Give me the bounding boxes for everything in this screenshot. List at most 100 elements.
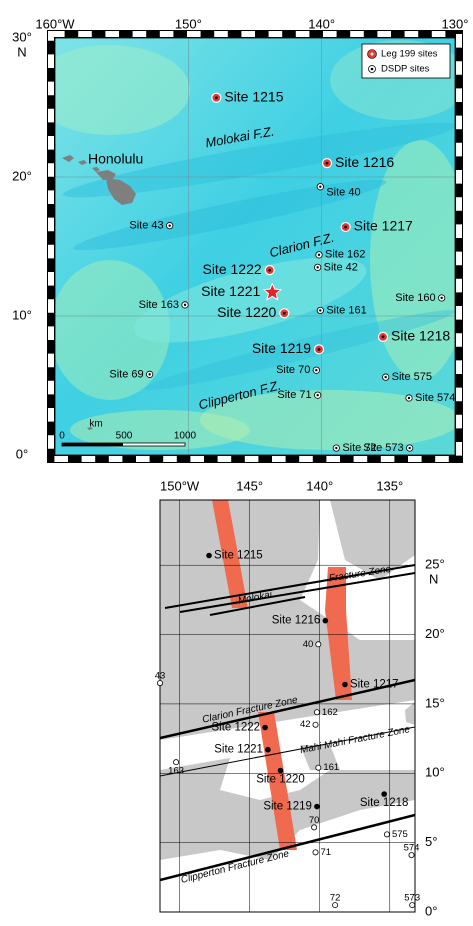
dsdp-label: Site 162: [325, 249, 365, 261]
y-tick-label: 15°: [425, 695, 445, 710]
dsdp-label: Site 160: [395, 292, 435, 304]
legend: Leg 199 sites DSDP sites: [361, 43, 451, 79]
site-label: Site 1216: [272, 615, 321, 627]
dsdp-label: Site 72: [342, 442, 376, 454]
dsdp-label: Site 575: [392, 371, 432, 383]
map-frame: [159, 499, 416, 913]
dsdp-marker-center: [319, 309, 322, 312]
dsdp-label: Site 161: [326, 304, 366, 316]
site-label: Site 1222: [202, 261, 261, 277]
site-label: Site 1215: [214, 550, 263, 562]
site-marker: [277, 767, 284, 774]
site-marker: [265, 746, 271, 753]
site-label: Site 1220: [256, 774, 305, 786]
site-label: Site 1221: [214, 744, 263, 756]
legend-label: Leg 199 sites: [381, 49, 438, 60]
y-tick-label: 0°: [16, 446, 28, 461]
dsdp-label: Site 43: [129, 220, 163, 232]
dsdp-marker-center: [148, 373, 151, 376]
dsdp-label: Site 40: [326, 187, 360, 199]
y-tick-label: 25°: [425, 557, 445, 572]
dsdp-label: Site 70: [276, 364, 310, 376]
dsdp-label: 574: [404, 843, 420, 854]
dsdp-label: 71: [321, 847, 332, 858]
scale-label: 0: [59, 431, 65, 442]
dsdp-marker: [409, 902, 416, 909]
site-label: Site 1219: [263, 801, 312, 813]
x-tick-label: 140°: [308, 16, 335, 31]
site-label: Site 1219: [252, 340, 311, 356]
site-marker: [322, 617, 329, 624]
scale-unit: km: [89, 419, 102, 430]
scale-bar: km 0 500 1000: [59, 419, 197, 447]
y-tick-label: 30°: [12, 29, 32, 44]
legend-label: DSDP sites: [381, 64, 430, 75]
site-marker: [314, 803, 320, 810]
site-label: Site 1218: [360, 797, 409, 809]
site-marker: [342, 681, 348, 688]
dsdp-marker: [315, 641, 322, 648]
x-tick-label: 160°W: [35, 16, 75, 31]
dsdp-marker: [173, 759, 180, 766]
site-marker-center: [214, 96, 218, 100]
dsdp-label: 43: [155, 671, 166, 682]
dsdp-marker-center: [315, 369, 318, 372]
dsdp-label: Site 163: [139, 299, 179, 311]
y-tick-label: 20°: [425, 626, 445, 641]
site-marker: [262, 724, 268, 731]
land-and-bands: [160, 500, 415, 912]
dsdp-label: Site 574: [415, 392, 455, 404]
site-label: Site 1217: [354, 218, 413, 234]
y-tick-label: 0°: [425, 903, 437, 918]
city-label: Honolulu: [88, 151, 143, 167]
site-label: Site 1221: [201, 283, 260, 299]
site-marker-center: [317, 347, 321, 351]
site-label: Site 1218: [391, 328, 450, 344]
site-marker-center: [282, 311, 286, 315]
dsdp-label: 70: [309, 815, 320, 826]
site-marker: [206, 552, 212, 559]
dsdp-marker-center: [316, 394, 319, 397]
dsdp-marker: [312, 849, 319, 856]
dsdp-marker: [313, 709, 320, 716]
site-label: Site 1216: [335, 154, 394, 170]
site-marker-center: [381, 335, 385, 339]
dsdp-label: Site 71: [277, 389, 311, 401]
site-marker: [262, 282, 283, 301]
x-tick-label: 150°: [175, 16, 202, 31]
hemisphere-label: N: [17, 44, 26, 59]
hemisphere-label: N: [429, 572, 438, 587]
dsdp-label: Site 69: [109, 368, 143, 380]
scale-label: 1000: [174, 431, 197, 442]
dsdp-label: 573: [404, 893, 420, 904]
dsdp-label: 161: [323, 762, 339, 773]
dsdp-marker-center: [183, 303, 187, 307]
dsdp-marker-center: [335, 446, 338, 450]
dsdp-label: Site 573: [363, 442, 403, 454]
site-marker-center: [268, 268, 272, 272]
site-label: Site 1217: [350, 679, 399, 691]
dsdp-marker-center: [408, 446, 411, 450]
site-label: Site 1220: [217, 304, 276, 320]
scale-label: 500: [116, 431, 133, 442]
dsdp-marker: [156, 680, 163, 687]
y-tick-label: 20°: [12, 168, 32, 183]
bathymetry: [55, 38, 455, 455]
dsdp-marker-center: [317, 253, 321, 257]
y-tick-label: 10°: [425, 765, 445, 780]
dsdp-label: 162: [322, 707, 338, 718]
site-marker: [381, 791, 387, 797]
dsdp-marker-center: [407, 396, 411, 400]
dsdp-marker-center: [316, 266, 319, 269]
x-tick-label: 135°: [376, 478, 403, 493]
y-tick-label: 10°: [12, 307, 32, 322]
island: [62, 155, 136, 205]
x-tick-label: 150°W: [160, 478, 200, 493]
dsdp-marker: [312, 721, 319, 728]
dsdp-marker-center: [440, 296, 443, 300]
site-label: Site 1222: [211, 722, 260, 734]
dsdp-label: Site 42: [324, 261, 358, 273]
x-tick-label: 145°: [236, 478, 263, 493]
dsdp-label: 42: [300, 719, 311, 730]
